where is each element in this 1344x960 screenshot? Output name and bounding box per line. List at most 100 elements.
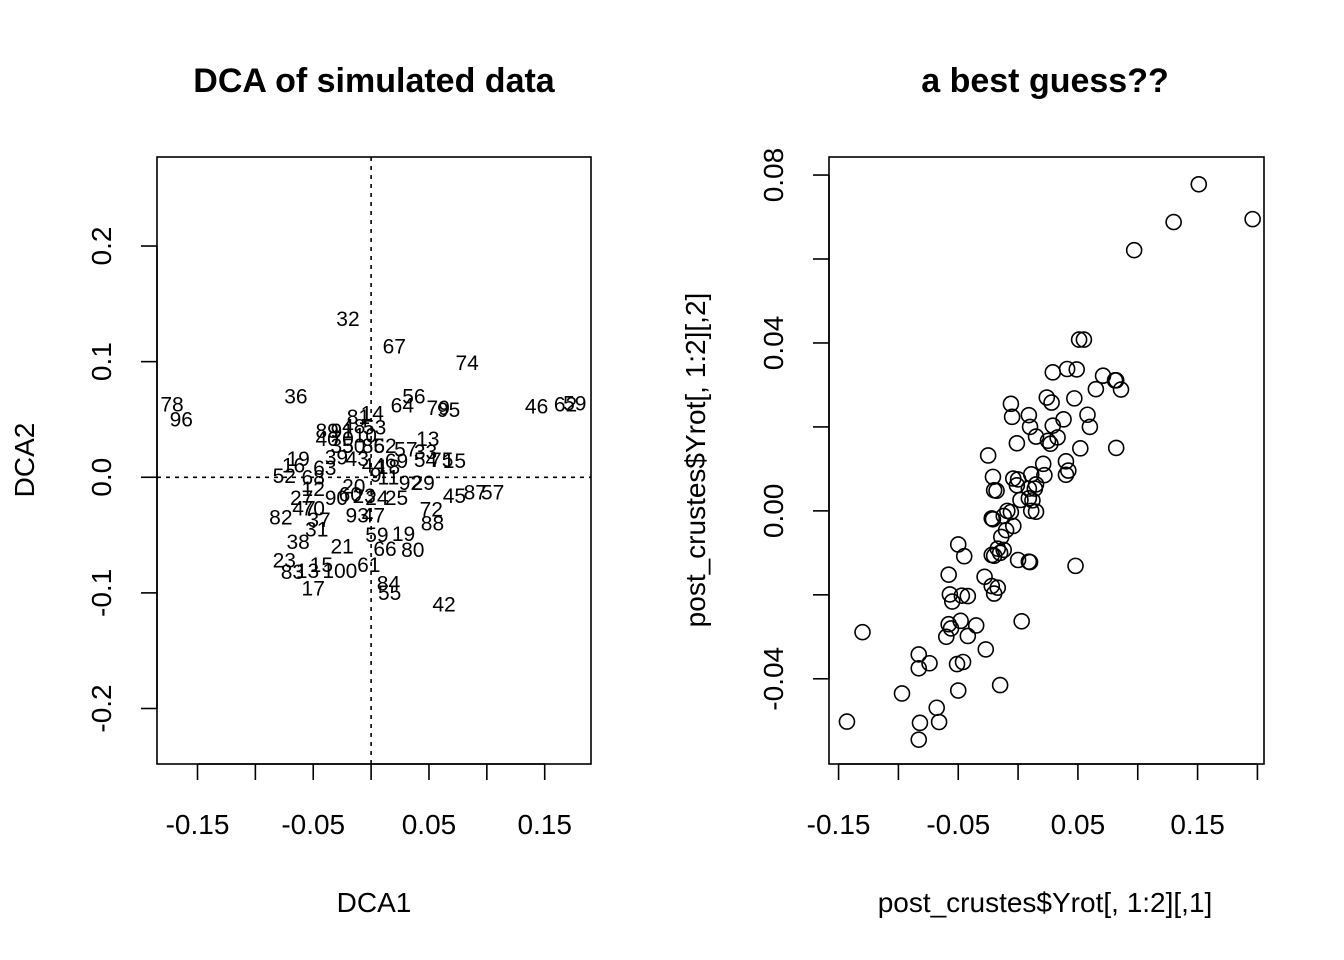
left-y-axis-label: DCA2 [9, 423, 40, 498]
data-point [941, 586, 959, 603]
point-label: 9 [370, 464, 382, 487]
left-y-tick-label: 0.0 [86, 458, 117, 497]
point-label: 36 [284, 385, 307, 408]
data-point [1055, 411, 1072, 428]
data-point [838, 713, 856, 730]
point-label: 82 [269, 507, 292, 530]
right-y-tick-label: 0.00 [758, 484, 789, 538]
data-point [1057, 466, 1075, 484]
data-point [959, 627, 977, 645]
point-label: 59 [563, 392, 586, 415]
data-point [1008, 434, 1026, 452]
point-label: 18 [377, 456, 400, 479]
right-y-axis-label: post_crustes$Yrot[, 1:2][,2] [680, 293, 711, 628]
data-point [1068, 361, 1086, 378]
data-point [977, 641, 995, 658]
data-point [1042, 435, 1059, 453]
data-point [1034, 455, 1052, 473]
point-label: 20 [342, 476, 365, 499]
point-label: 70 [330, 428, 353, 451]
data-point [1067, 557, 1084, 575]
point-label: 88 [421, 513, 444, 536]
data-point [1112, 381, 1130, 398]
point-label: 100 [322, 560, 357, 583]
point-label: 59 [365, 524, 388, 547]
point-label: 57 [394, 439, 417, 462]
data-point [985, 547, 1003, 565]
point-label: 72 [420, 499, 443, 522]
data-point [1060, 462, 1077, 479]
data-point [921, 654, 938, 672]
data-point [991, 676, 1009, 694]
point-label: 11 [378, 466, 400, 489]
data-point [1165, 213, 1182, 231]
point-label: 15 [443, 450, 466, 473]
point-label: 43 [346, 448, 369, 471]
left-panel: DCA of simulated data DCA1 DCA2 -0.15 -0.… [9, 62, 592, 918]
data-point [1070, 331, 1088, 348]
data-point [1020, 489, 1038, 507]
point-label: 33 [414, 441, 437, 464]
data-point [1020, 406, 1038, 424]
left-x-tick-label: 0.05 [402, 809, 457, 840]
point-label: 61 [357, 554, 380, 577]
data-point [967, 617, 985, 634]
left-y-tick-label: -0.1 [86, 569, 117, 617]
data-point [1036, 466, 1053, 484]
point-label: 70 [302, 497, 325, 520]
data-point [910, 731, 928, 748]
data-point [1027, 428, 1045, 445]
point-label: 89 [315, 420, 338, 443]
right-y-tick-label: -0.04 [758, 647, 789, 711]
point-label: 39 [325, 447, 348, 470]
data-point [1072, 440, 1089, 457]
data-point [1244, 210, 1261, 228]
left-y-tick-label: 0.2 [86, 227, 117, 266]
data-point [1081, 418, 1099, 436]
point-label: 25 [385, 487, 408, 510]
point-label: 19 [392, 523, 415, 546]
point-label: 52 [373, 435, 396, 458]
data-point [1039, 432, 1057, 450]
data-point [1057, 453, 1075, 470]
point-label: 66 [373, 538, 396, 561]
data-point [1021, 553, 1039, 571]
point-label: 13 [296, 560, 319, 583]
left-chart-title: DCA of simulated data [193, 62, 556, 100]
left-y-tick-label: 0.1 [86, 342, 117, 381]
point-label: 74 [455, 352, 479, 375]
point-label: 24 [365, 487, 389, 510]
data-point [948, 655, 966, 673]
point-label: 92 [399, 472, 422, 495]
data-point [949, 536, 967, 553]
data-point [1026, 480, 1044, 497]
point-label: 12 [302, 478, 325, 501]
left-x-tick-label: 0.15 [517, 809, 572, 840]
point-label: 13 [416, 428, 439, 451]
point-label: 16 [282, 455, 305, 478]
data-point [1066, 390, 1083, 407]
point-label: 23 [273, 550, 296, 573]
point-label: 14 [361, 403, 385, 426]
point-label: 54 [414, 449, 438, 472]
data-point [1003, 408, 1021, 426]
point-label: 95 [437, 399, 460, 422]
point-label: 63 [313, 457, 336, 480]
left-plot-frame [156, 156, 592, 765]
left-x-tick-label: -0.05 [281, 809, 345, 840]
right-x-tick-label: -0.05 [926, 809, 990, 840]
data-point [993, 528, 1010, 546]
point-label: 52 [273, 465, 296, 488]
point-label: 31 [305, 518, 328, 541]
data-point [955, 547, 973, 565]
point-label: 19 [287, 448, 310, 471]
data-point [1125, 241, 1143, 259]
point-label: 87 [464, 481, 487, 504]
point-label: 68 [302, 466, 325, 489]
point-label: 10 [354, 425, 377, 448]
point-label: 79 [427, 397, 450, 420]
right-x-axis-label: post_crustes$Yrot[, 1:2][,1] [878, 887, 1213, 918]
point-label: 64 [391, 395, 415, 418]
right-x-tick-label: 0.05 [1051, 809, 1106, 840]
